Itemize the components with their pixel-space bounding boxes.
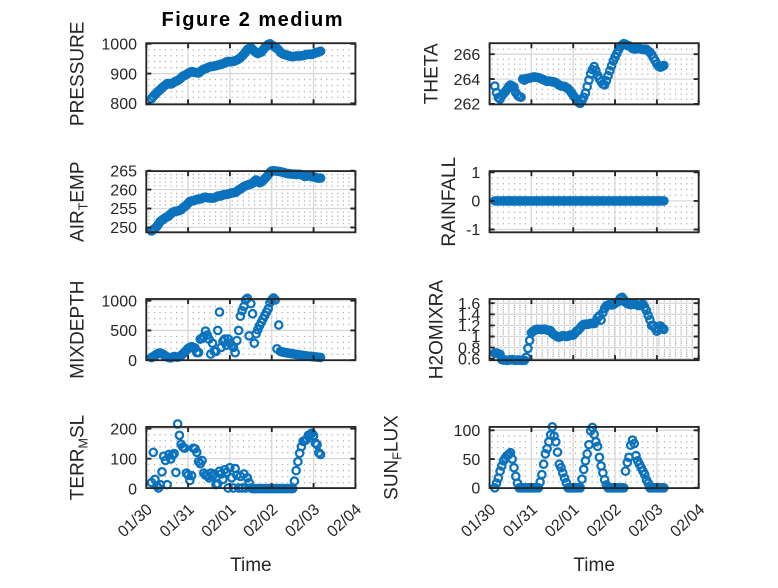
- svg-text:0: 0: [471, 194, 480, 211]
- svg-text:RAINFALL: RAINFALL: [439, 157, 460, 247]
- svg-text:265: 265: [110, 163, 137, 180]
- svg-text:Time: Time: [230, 555, 272, 576]
- svg-text:1.4: 1.4: [458, 307, 480, 324]
- svg-text:262: 262: [454, 97, 481, 114]
- svg-text:100: 100: [110, 451, 137, 468]
- svg-text:264: 264: [454, 72, 481, 89]
- svg-text:MIXDEPTH: MIXDEPTH: [68, 281, 89, 379]
- svg-text:Time: Time: [573, 555, 615, 576]
- svg-text:1: 1: [471, 329, 480, 346]
- svg-text:1000: 1000: [101, 36, 137, 53]
- svg-text:260: 260: [110, 182, 137, 199]
- svg-text:500: 500: [110, 323, 137, 340]
- svg-text:100: 100: [454, 423, 481, 440]
- svg-text:0: 0: [128, 481, 137, 498]
- svg-text:TERRM​SL: TERRM​SL: [68, 415, 91, 500]
- svg-text:900: 900: [110, 66, 137, 83]
- svg-text:250: 250: [110, 220, 137, 237]
- svg-text:THETA: THETA: [422, 43, 443, 104]
- svg-text:0.6: 0.6: [458, 351, 480, 368]
- svg-text:AIRT​EMP: AIRT​EMP: [68, 161, 91, 242]
- svg-text:266: 266: [454, 47, 481, 64]
- svg-text:1000: 1000: [101, 293, 137, 310]
- svg-text:0: 0: [128, 353, 137, 370]
- svg-text:200: 200: [110, 421, 137, 438]
- svg-text:PRESSURE: PRESSURE: [68, 22, 89, 127]
- svg-text:1: 1: [471, 165, 480, 182]
- svg-text:1.6: 1.6: [458, 296, 480, 313]
- svg-text:800: 800: [110, 96, 137, 113]
- svg-text:50: 50: [463, 452, 481, 469]
- svg-text:H2OMIXRA: H2OMIXRA: [426, 280, 447, 380]
- svg-text:SUNF​LUX: SUNF​LUX: [382, 415, 405, 500]
- svg-text:255: 255: [110, 201, 137, 218]
- svg-text:Figure 2 medium: Figure 2 medium: [162, 9, 345, 31]
- svg-text:1.2: 1.2: [458, 318, 480, 335]
- svg-text:-1: -1: [466, 222, 480, 239]
- svg-text:0: 0: [471, 481, 480, 498]
- svg-text:0.8: 0.8: [458, 340, 480, 357]
